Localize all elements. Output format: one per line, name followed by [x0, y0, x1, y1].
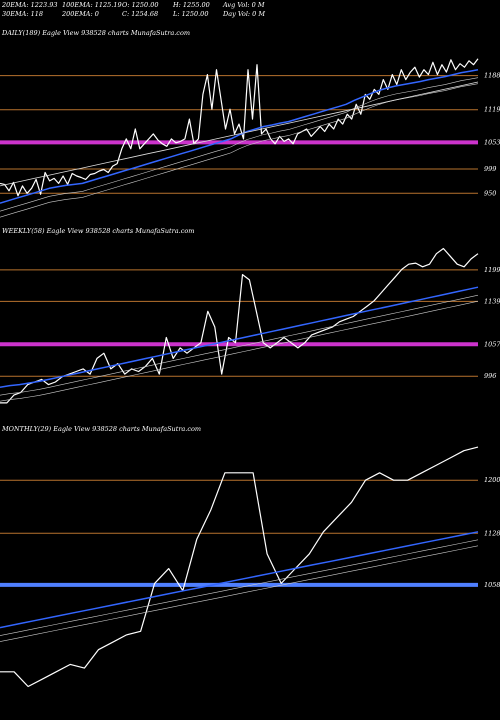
panel-1: 1199 1139 1057 996 [0, 247, 500, 404]
series-price-line [0, 247, 479, 404]
level-label: 950 [484, 189, 496, 197]
level-label: 1200 [484, 476, 500, 484]
series-ema-line [0, 531, 479, 629]
header-day-vol: Day Vol: 0 M [223, 10, 266, 18]
header-open: O: 1250.00 [122, 1, 159, 9]
header-ema20: 20EMA: 1223.93 [2, 1, 58, 9]
level-label: 1128 [484, 529, 500, 537]
panel-0: 1188 1119 1053 999 950 [0, 58, 500, 218]
weekly-panel-title: WEEKLY(58) Eagle View 938528 charts Muna… [2, 227, 195, 235]
series-trend-line [0, 300, 479, 402]
series-trend-line [0, 545, 479, 642]
header-avg-vol: Avg Vol: 0 M [223, 1, 265, 9]
series-ema-line [0, 68, 479, 204]
level-label: 1199 [484, 266, 500, 274]
series-trend-line [0, 77, 479, 212]
level-label: 999 [484, 165, 496, 173]
level-label: 1057 [484, 340, 500, 348]
level-label: 1188 [484, 72, 500, 80]
level-label: 996 [484, 372, 496, 380]
header-ema100: 100EMA: 1125.19 [62, 1, 122, 9]
series-trend-line [0, 294, 479, 396]
series-trend-line [0, 539, 479, 636]
panel-2: 1200 1128 1058 [0, 446, 500, 688]
series-ema-line [0, 286, 479, 388]
series-price-line [0, 58, 479, 197]
header-high: H: 1255.00 [173, 1, 210, 9]
series-trend-line [0, 83, 479, 218]
header-ema30: 30EMA: 118 [2, 10, 44, 18]
series-price-line [0, 446, 479, 688]
header-ema200: 200EMA: 0 [62, 10, 99, 18]
monthly-panel-title: MONTHLY(29) Eagle View 938528 charts Mun… [2, 425, 202, 433]
series-ema_slow-line [0, 81, 479, 187]
level-label: 1058 [484, 581, 500, 589]
header-close: C: 1254.68 [122, 10, 159, 18]
level-label: 1139 [484, 297, 500, 305]
level-label: 1053 [484, 138, 500, 146]
header-low: L: 1250.00 [173, 10, 209, 18]
daily-panel-title: DAILY(189) Eagle View 938528 charts Muna… [2, 29, 191, 37]
level-label: 1119 [484, 106, 500, 114]
